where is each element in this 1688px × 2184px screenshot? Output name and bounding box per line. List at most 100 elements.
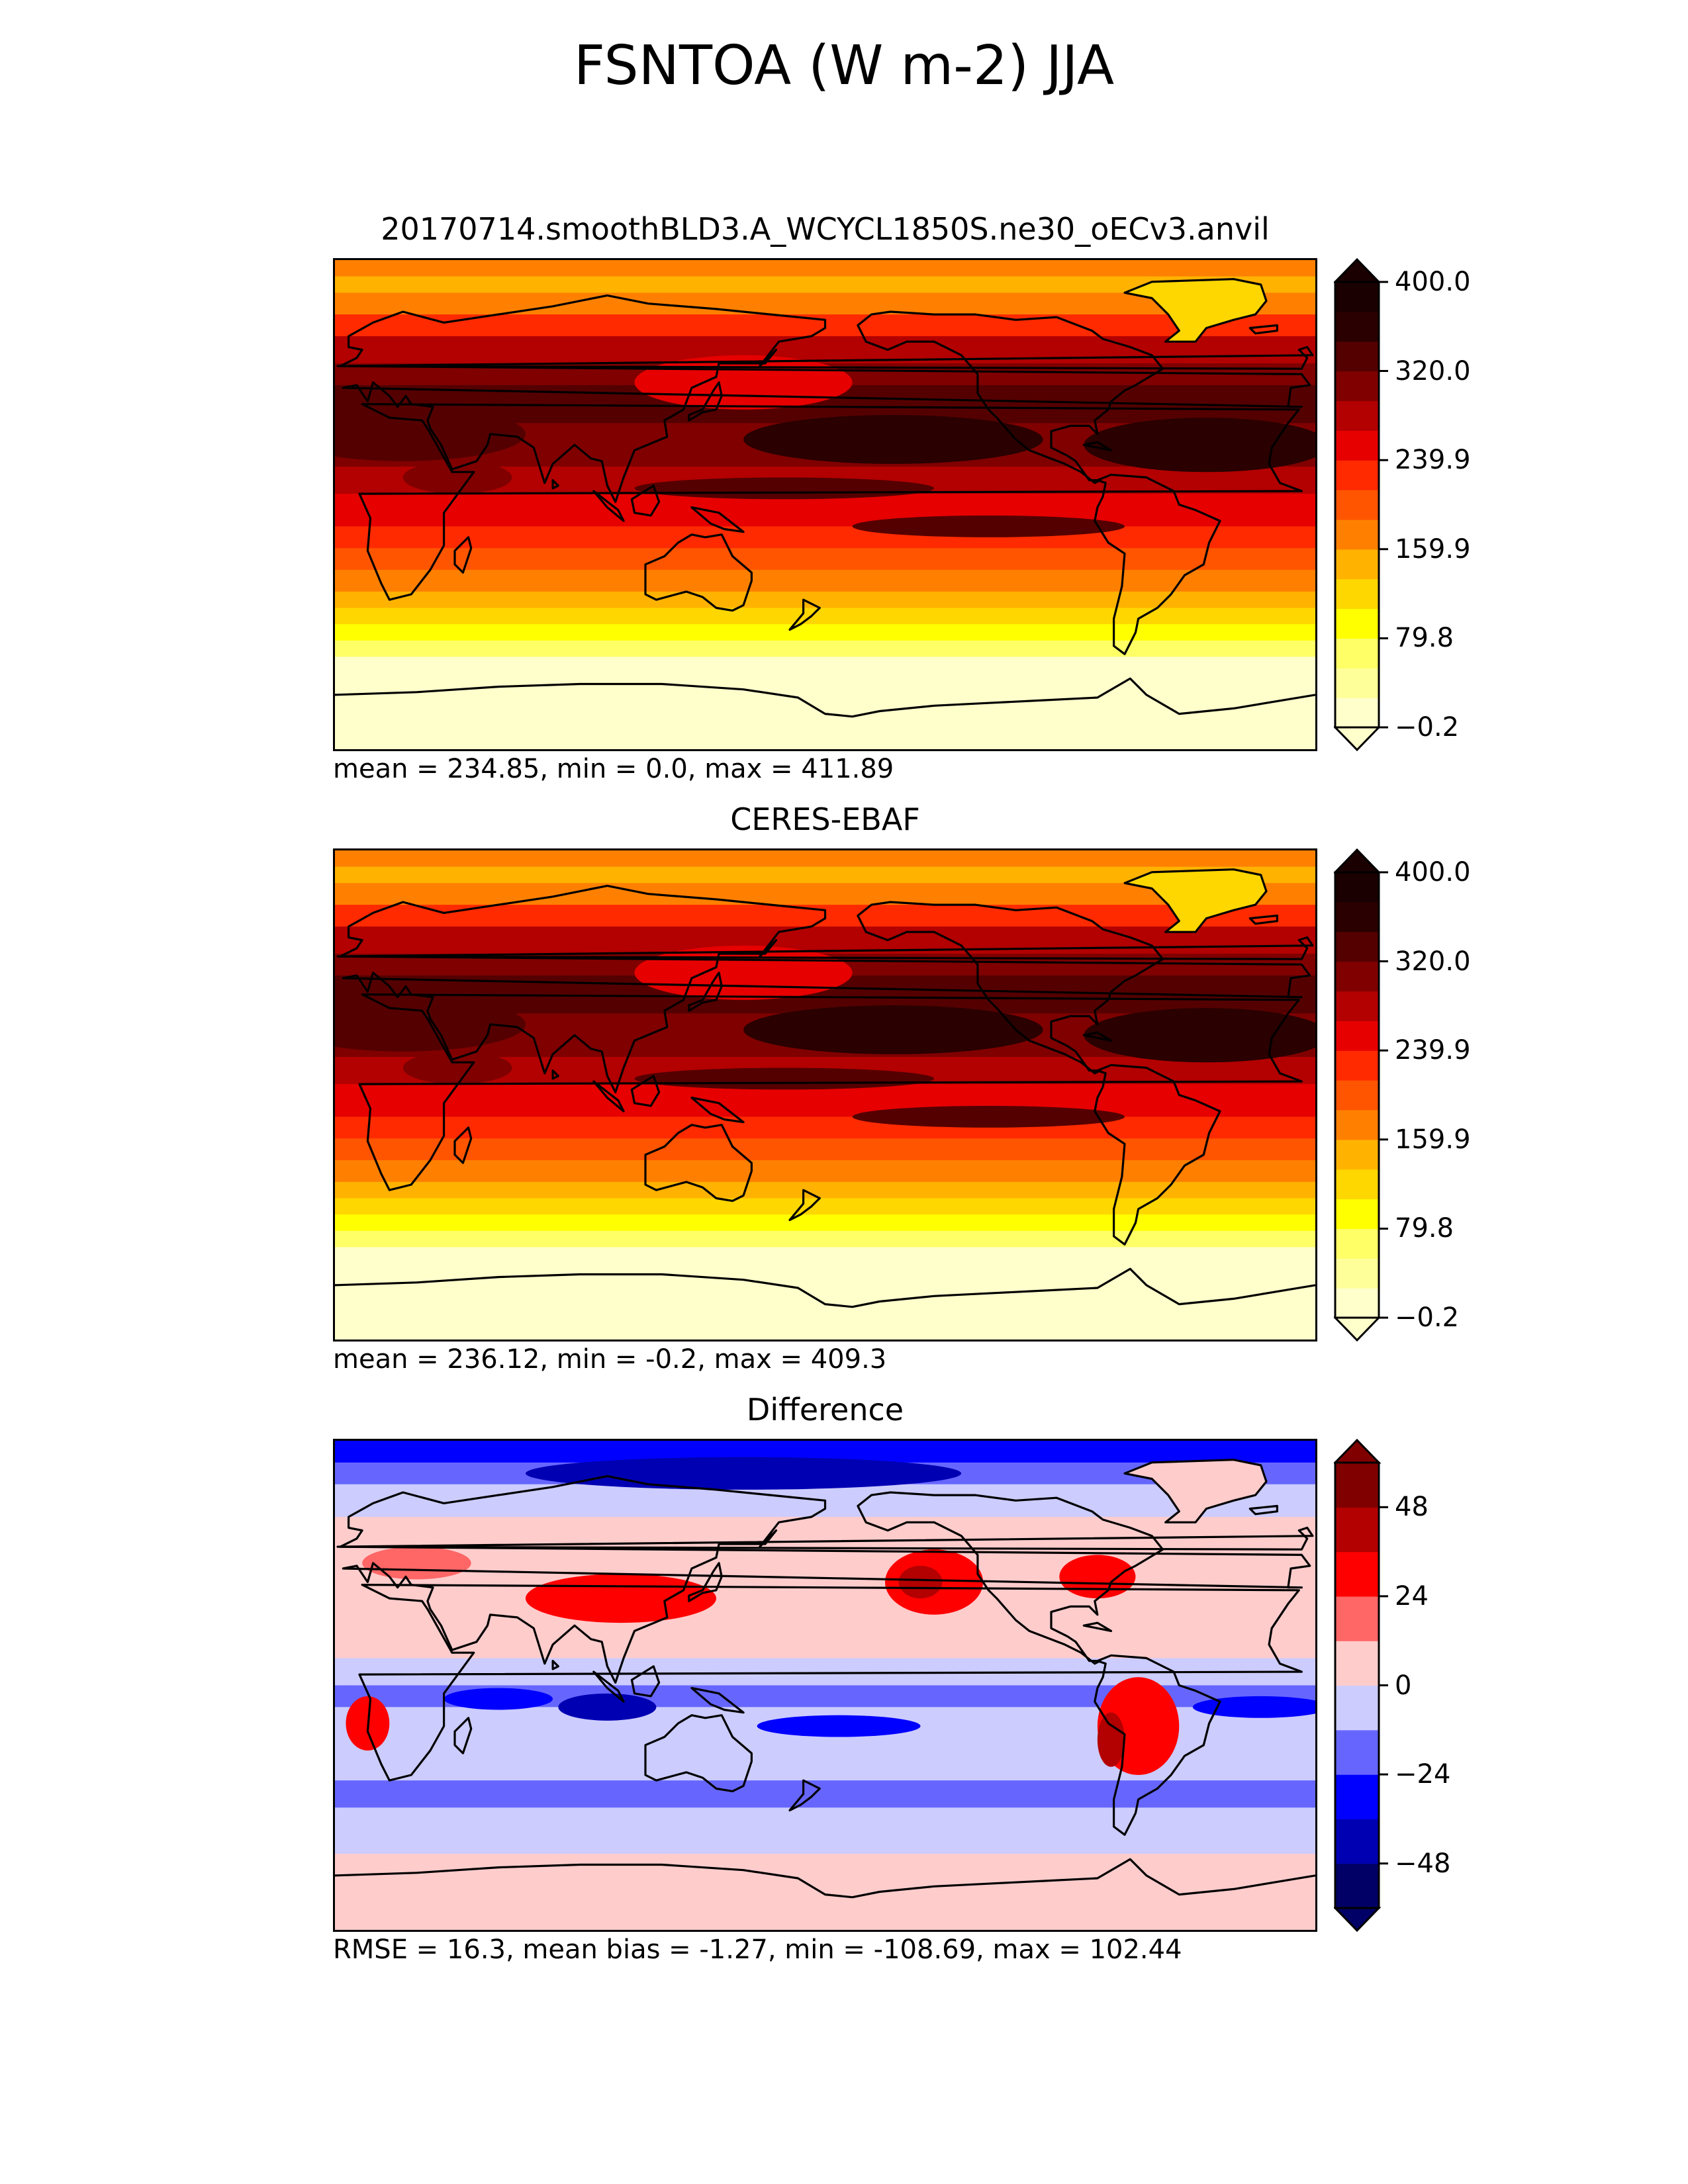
colorbar-extend-min xyxy=(1333,1316,1382,1342)
map-panel-model xyxy=(333,258,1317,751)
colorbar-tick-label: 320.0 xyxy=(1395,355,1471,387)
stats-model: mean = 234.85, min = 0.0, max = 411.89 xyxy=(333,754,894,784)
coastline-newguinea xyxy=(690,506,745,533)
coastline-samerica xyxy=(1094,1064,1221,1246)
coastline-newzealand xyxy=(788,1779,821,1812)
field-band xyxy=(335,1198,1315,1216)
field-negative xyxy=(525,1457,962,1490)
field-band xyxy=(335,1230,1315,1248)
coastline-australia xyxy=(644,1714,753,1793)
colorbar-tick-label: 159.9 xyxy=(1395,1124,1471,1155)
colorbar-tick-label: 239.9 xyxy=(1395,445,1471,476)
colorbar-segment xyxy=(1335,931,1379,962)
coastline-sumatra xyxy=(592,1670,625,1703)
colorbar-segment xyxy=(1335,371,1379,402)
coastline-greenland xyxy=(1123,1459,1268,1524)
field-maximum xyxy=(743,1005,1043,1054)
coastline-eurasia xyxy=(339,1475,1311,1684)
field-negative xyxy=(757,1715,921,1737)
coastlines xyxy=(335,1459,1315,1899)
coastline-srilanka xyxy=(551,1660,559,1670)
colorbar-frame xyxy=(1334,281,1380,729)
colorbar-tick-label: 159.9 xyxy=(1395,533,1471,565)
coastline-madagascar xyxy=(453,1126,473,1164)
field-band xyxy=(335,494,1315,527)
colorbar-extend-max xyxy=(1333,1438,1382,1464)
field-positive xyxy=(898,1565,943,1599)
colorbar-segment xyxy=(1335,549,1379,580)
coastlines xyxy=(335,278,1315,718)
colorbar-segment xyxy=(1335,1080,1379,1111)
field-band xyxy=(335,608,1315,625)
field-band xyxy=(335,260,1315,277)
coastlines xyxy=(335,868,1315,1308)
colorbar-segment xyxy=(1335,1463,1379,1508)
coastline-cuba xyxy=(1082,441,1113,451)
field-negative xyxy=(558,1693,657,1721)
coastline-antarctica xyxy=(335,677,1315,718)
field-band xyxy=(335,1604,1315,1659)
field-negative xyxy=(1192,1696,1315,1718)
field-maximum xyxy=(634,1068,935,1090)
colorbar-segment xyxy=(1335,698,1379,728)
coastline-borneo xyxy=(630,1665,661,1698)
field-maximum xyxy=(743,415,1043,464)
colorbar-segment xyxy=(1335,991,1379,1021)
colorbar-tick-label: −24 xyxy=(1395,1759,1451,1790)
field-band xyxy=(335,1116,1315,1140)
coastline-iceland xyxy=(1248,914,1279,925)
colorbar-model: 400.0 320.0 239.9 159.9 79.8 −0.2 xyxy=(1333,257,1532,752)
panel-title-model: 20170714.smoothBLD3.A_WCYCL1850S.ne30_oE… xyxy=(381,211,1270,247)
coastline-newzealand xyxy=(788,598,821,631)
coastline-uk xyxy=(336,345,1314,370)
coastline-namerica xyxy=(857,901,1164,1075)
colorbar-segment xyxy=(1335,1685,1379,1731)
colorbar-tick-label: 24 xyxy=(1395,1580,1429,1612)
colorbar-segment xyxy=(1335,1021,1379,1051)
colorbar-segment xyxy=(1335,1139,1379,1170)
coastline-madagascar xyxy=(453,1717,473,1754)
coastline-sumatra xyxy=(592,1080,625,1113)
stats-obs: mean = 236.12, min = -0.2, max = 409.3 xyxy=(333,1344,887,1375)
colorbar-segment xyxy=(1335,341,1379,372)
field-band xyxy=(335,1247,1315,1340)
map-difference xyxy=(335,1441,1315,1930)
colorbar-tick-label: −48 xyxy=(1395,1848,1451,1879)
coastline-uk xyxy=(336,1526,1314,1551)
colorbar-svg xyxy=(1333,848,1388,1342)
colorbar-svg xyxy=(1333,1438,1388,1933)
colorbar-segment xyxy=(1335,1774,1379,1819)
field-band xyxy=(335,657,1315,749)
field-band xyxy=(335,624,1315,641)
colorbar-extend-min xyxy=(1333,726,1382,752)
field-positive xyxy=(1097,1712,1125,1767)
colorbar-segment xyxy=(1335,1551,1379,1597)
colorbar-segment xyxy=(1335,490,1379,520)
colorbar-segment xyxy=(1335,282,1379,312)
panel-title-difference: Difference xyxy=(746,1392,904,1428)
colorbar-segment xyxy=(1335,668,1379,698)
coastline-africa xyxy=(358,1584,1303,1782)
coastline-antarctica xyxy=(335,1267,1315,1308)
colorbar-tick-label: 0 xyxy=(1395,1670,1412,1701)
field-band xyxy=(335,591,1315,609)
coastline-africa xyxy=(358,403,1303,601)
field-band xyxy=(335,526,1315,549)
colorbar-segment xyxy=(1335,1729,1379,1775)
coastline-antarctica xyxy=(335,1858,1315,1899)
colorbar-segment xyxy=(1335,1507,1379,1553)
coastline-samerica xyxy=(1094,1654,1221,1836)
colorbar-frame xyxy=(1334,871,1380,1319)
colorbar-segment xyxy=(1335,1258,1379,1289)
coastline-srilanka xyxy=(551,479,559,490)
coastline-greenland xyxy=(1123,278,1268,343)
field-band xyxy=(335,1854,1315,1930)
colorbar-tick-label: 79.8 xyxy=(1395,623,1454,654)
field-greenland xyxy=(1125,869,1266,933)
colorbar-segment xyxy=(1335,519,1379,550)
field-band xyxy=(335,548,1315,571)
field-band xyxy=(335,1181,1315,1199)
colorbar-segment xyxy=(1335,1819,1379,1864)
colorbar-tick-label: 400.0 xyxy=(1395,267,1471,297)
coastline-japan xyxy=(688,972,723,1012)
